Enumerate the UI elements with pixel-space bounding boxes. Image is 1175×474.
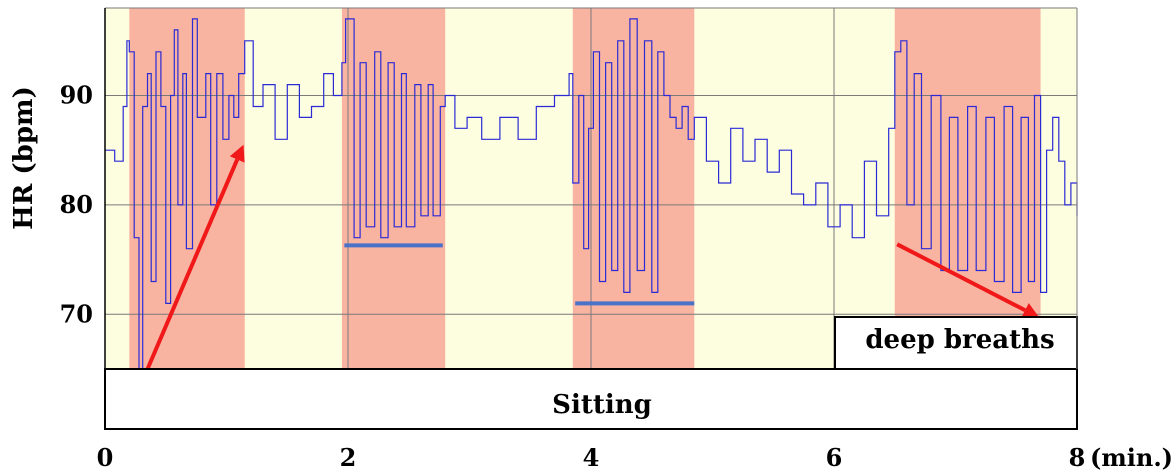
x-tick-label-0: 0 <box>97 443 114 472</box>
trend-arrow-shaft-2 <box>896 242 1027 313</box>
y-tick-label-80: 80 <box>60 190 93 219</box>
trend-arrow-head-1 <box>229 144 245 163</box>
trend-arrow-head-2 <box>1021 303 1040 318</box>
trend-arrow-shaft-1 <box>145 158 240 370</box>
x-tick-label-4: 4 <box>583 443 600 472</box>
sitting-box <box>104 368 1078 430</box>
axis-ticks: 70 80 90 0 2 4 6 8 <box>60 81 1086 472</box>
x-tick-label-8: 8 <box>1069 443 1086 472</box>
sitting-label: Sitting <box>552 390 652 420</box>
gridlines <box>105 8 1077 369</box>
y-tick-label-90: 90 <box>60 81 93 110</box>
deep-breaths-label: deep breaths <box>865 325 1054 355</box>
hr-series <box>105 18 1078 370</box>
plot-border <box>104 7 1078 369</box>
hr-line-1 <box>105 18 1078 370</box>
x-tick-label-2: 2 <box>340 443 357 472</box>
blue-baselines <box>344 243 695 306</box>
x-tick-label-6: 6 <box>826 443 843 472</box>
deep-breaths-box <box>834 316 1078 370</box>
y-tick-label-70: 70 <box>60 299 93 328</box>
shaded-band-1 <box>129 8 245 369</box>
x-unit-label: (min.) <box>1090 443 1173 472</box>
trend-arrows <box>145 144 1040 370</box>
y-axis-title: HR (bpm) <box>9 86 39 230</box>
